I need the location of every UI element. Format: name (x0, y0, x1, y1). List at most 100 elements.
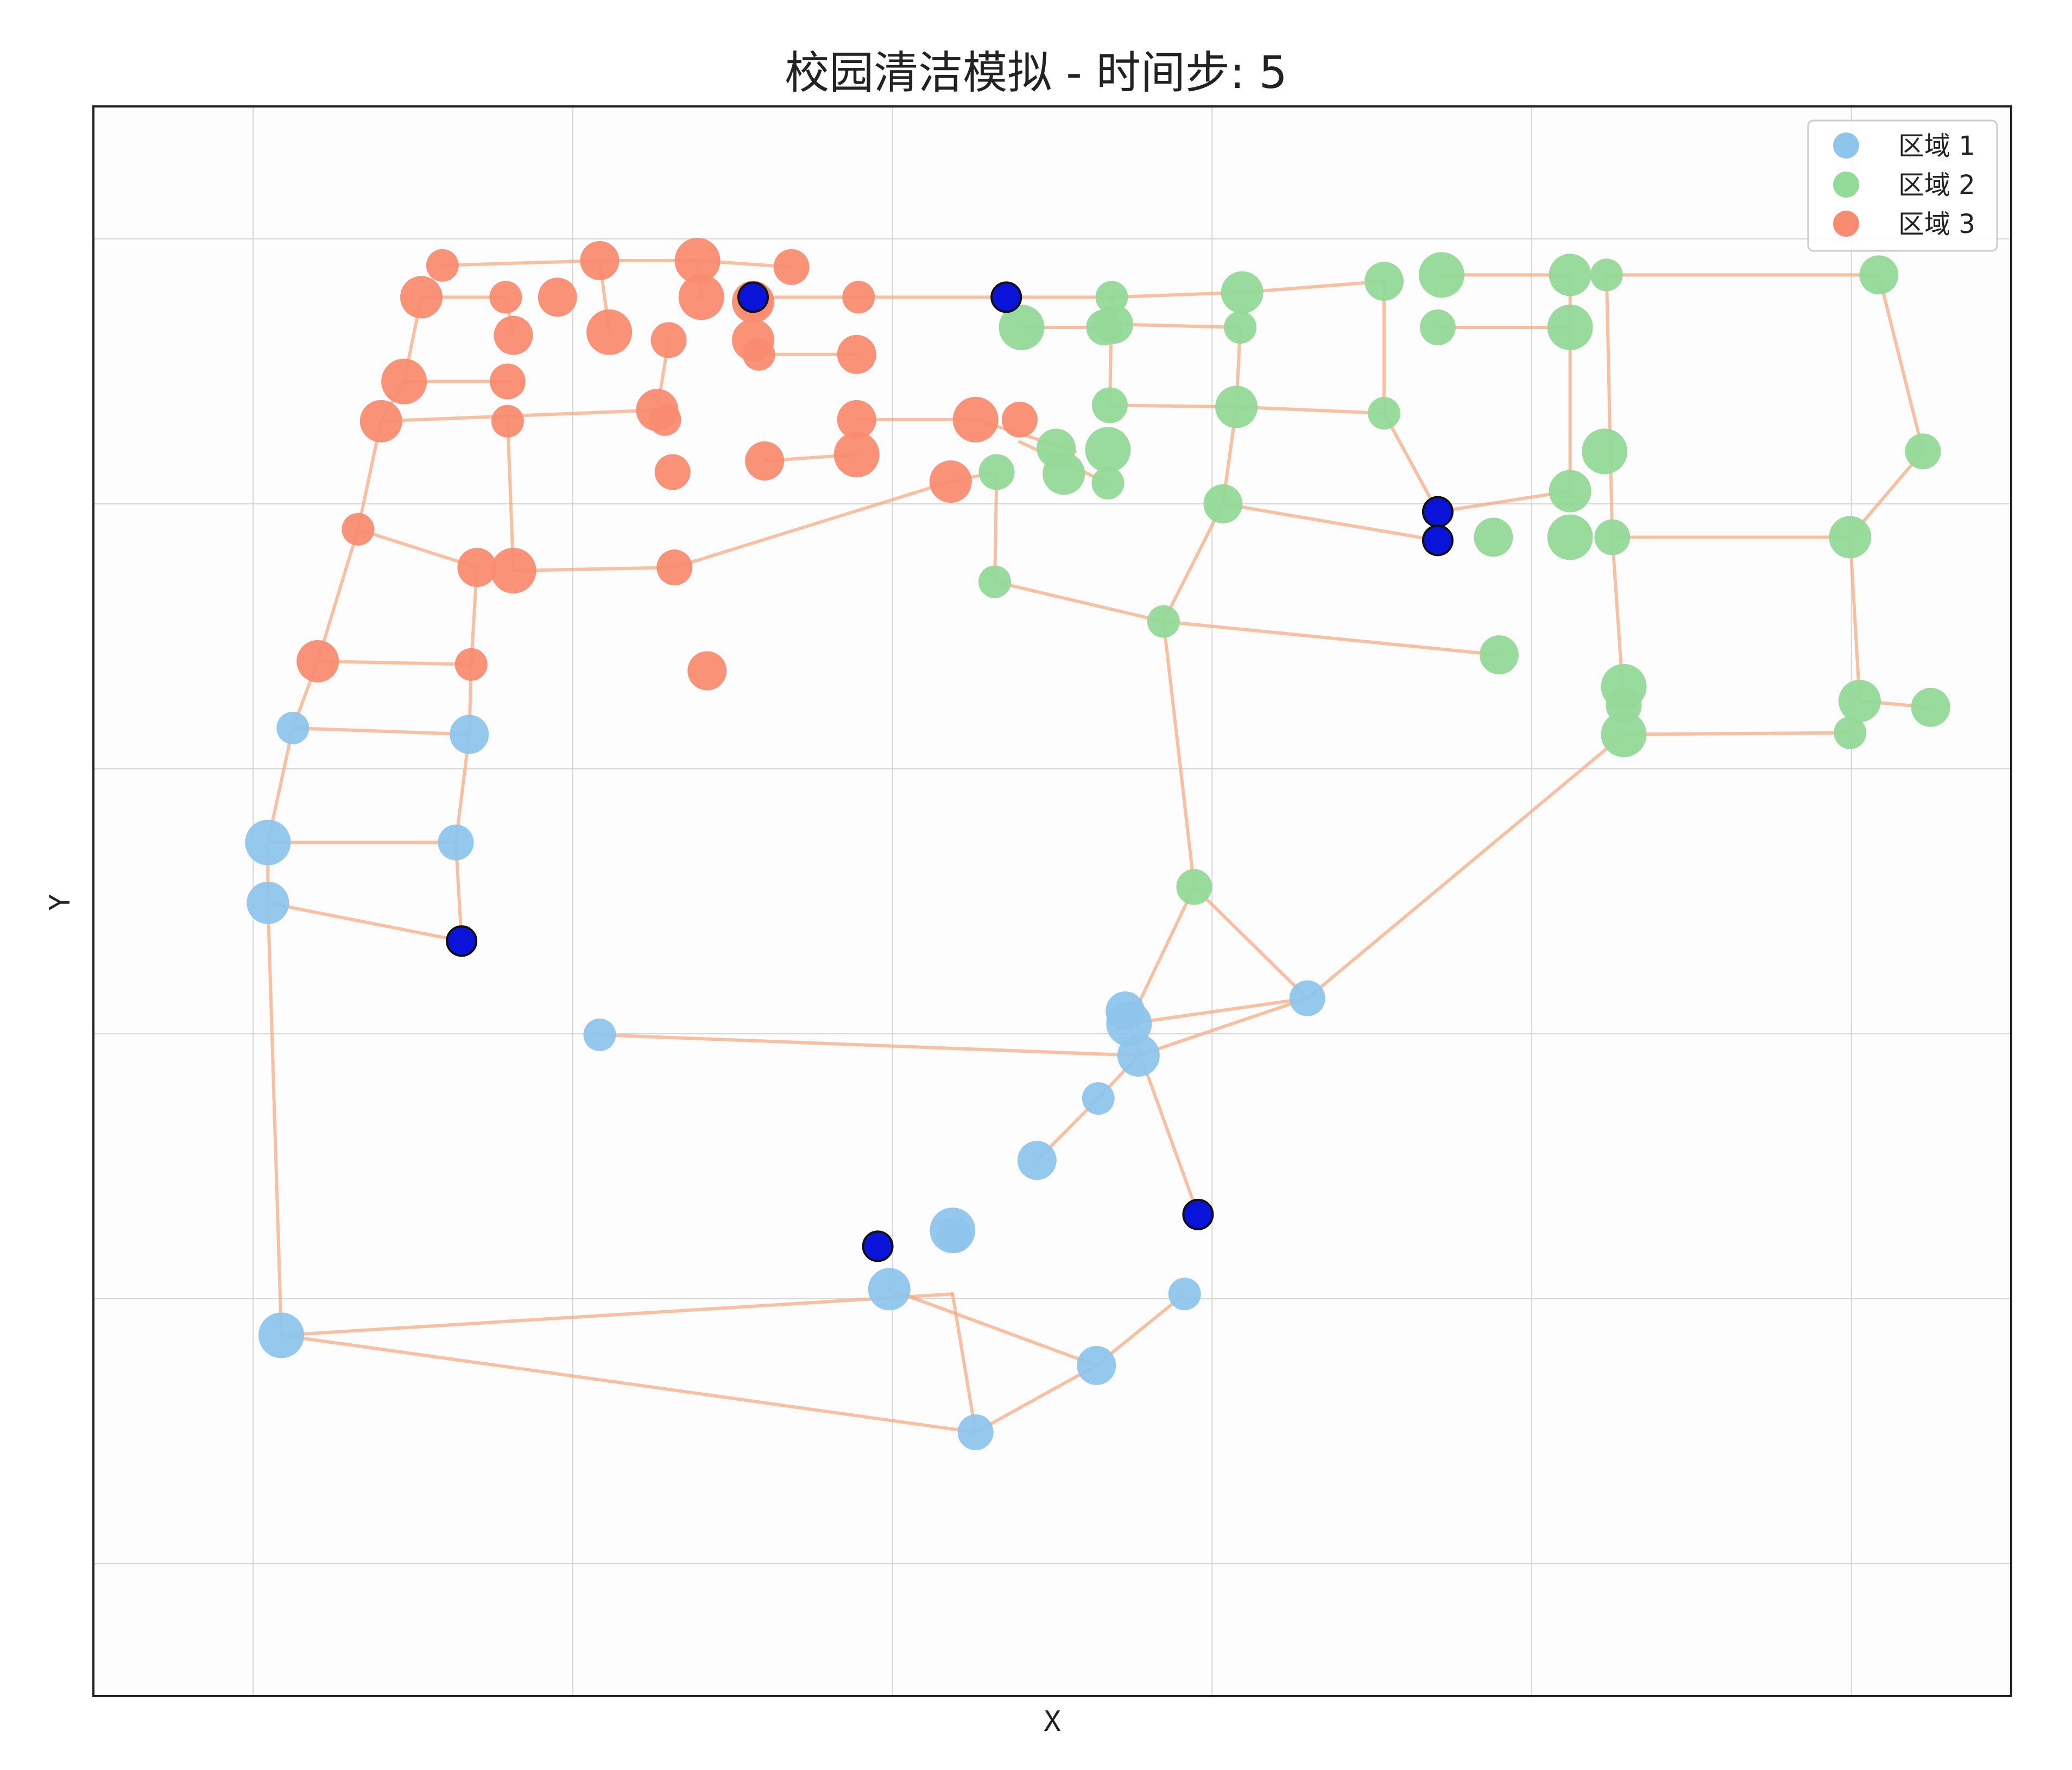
data-points (245, 238, 1950, 1450)
point-zone3 (952, 396, 999, 442)
plot-frame (92, 105, 2012, 1697)
point-zone3 (674, 238, 721, 284)
point-zone2 (1221, 271, 1264, 314)
path-edge (1848, 535, 1861, 703)
agent-marker (1422, 496, 1454, 528)
point-zone3 (656, 549, 693, 586)
point-zone3 (586, 309, 633, 355)
path-edge (974, 1363, 1098, 1434)
point-zone2 (1086, 309, 1122, 345)
path-edge (1622, 731, 1852, 736)
point-zone1 (868, 1268, 911, 1311)
point-zone2 (1418, 252, 1464, 298)
point-zone2 (1582, 428, 1628, 475)
point-zone3 (1001, 401, 1038, 438)
point-zone2 (1147, 605, 1180, 638)
point-zone1 (438, 824, 474, 861)
path-edge (1192, 885, 1309, 1000)
path-edge (1305, 732, 1626, 1000)
point-zone1 (1077, 1345, 1116, 1385)
point-zone3 (678, 274, 724, 320)
point-zone1 (583, 1018, 616, 1051)
path-edge (1127, 996, 1309, 1026)
legend-label-zone1: 区域 1 (1898, 131, 1975, 161)
cleaner-agents (446, 281, 1454, 1262)
point-zone2 (1095, 281, 1128, 314)
path-edge (673, 480, 952, 570)
point-zone3 (454, 648, 488, 681)
path-edge (887, 1287, 1098, 1367)
legend-marker-zone1 (1833, 132, 1859, 159)
point-zone2 (978, 454, 1015, 490)
point-zone2 (1474, 517, 1513, 557)
path-edge (511, 566, 677, 572)
path-edge (1161, 620, 1501, 657)
point-zone2 (1043, 452, 1085, 495)
path-edge (1110, 290, 1244, 299)
point-zone2 (1829, 516, 1872, 559)
point-zone3 (538, 277, 577, 317)
point-zone2 (1091, 466, 1125, 500)
legend-label-zone3: 区域 3 (1898, 209, 1975, 239)
point-zone2 (1365, 262, 1404, 301)
point-zone3 (494, 315, 533, 355)
point-zone3 (742, 338, 775, 371)
point-zone2 (1590, 258, 1623, 292)
point-zone3 (650, 322, 687, 358)
path-edge (356, 527, 479, 570)
path-edge (993, 470, 999, 584)
point-zone3 (837, 334, 876, 374)
point-zone2 (1834, 716, 1867, 749)
path-edge (1161, 620, 1196, 889)
agent-marker (862, 1230, 894, 1262)
path-edge (1436, 489, 1572, 514)
path-edge (993, 580, 1165, 623)
point-zone1 (1168, 1278, 1201, 1311)
point-zone3 (457, 548, 497, 587)
point-zone2 (1547, 514, 1593, 560)
point-zone3 (833, 432, 880, 478)
point-zone3 (381, 358, 427, 404)
y-axis-label: Y (44, 894, 77, 911)
point-zone2 (1085, 427, 1131, 473)
point-zone1 (1082, 1082, 1115, 1115)
point-zone2 (1215, 385, 1258, 428)
point-zone3 (342, 513, 375, 546)
point-zone1 (258, 1312, 305, 1358)
point-zone2 (1838, 680, 1881, 723)
chart-title: 校园清洁模拟 - 时间步: 5 (785, 47, 1287, 99)
legend-marker-zone3 (1833, 211, 1859, 237)
point-zone2 (1547, 304, 1593, 350)
point-zone3 (426, 249, 459, 282)
path-edge (291, 726, 471, 736)
point-zone2 (1479, 635, 1519, 675)
legend-label-zone2: 区域 2 (1898, 170, 1975, 200)
point-zone1 (276, 711, 309, 744)
agent-marker (990, 281, 1022, 313)
point-zone3 (296, 640, 339, 682)
point-zone1 (247, 881, 289, 924)
plot-area-background (93, 106, 2011, 1696)
path-edge (1136, 996, 1309, 1058)
path-edge (1161, 502, 1225, 623)
point-zone2 (1176, 869, 1212, 905)
agent-marker (1422, 524, 1454, 557)
point-zone2 (999, 304, 1045, 350)
agent-marker (446, 925, 478, 957)
point-zone3 (648, 403, 681, 436)
agent-marker (737, 281, 769, 313)
path-edge (598, 1033, 1140, 1058)
path-edge (1240, 280, 1386, 294)
path-edge (266, 901, 464, 943)
point-zone2 (1368, 397, 1401, 430)
point-zone3 (687, 651, 727, 691)
point-zone3 (580, 241, 620, 281)
point-zone2 (1419, 309, 1456, 345)
legend-marker-zone2 (1833, 172, 1859, 198)
path-edge (280, 1333, 977, 1434)
point-zone2 (1091, 387, 1128, 423)
path-edge (440, 259, 602, 267)
path-edge (316, 659, 473, 666)
point-zone3 (773, 249, 810, 285)
